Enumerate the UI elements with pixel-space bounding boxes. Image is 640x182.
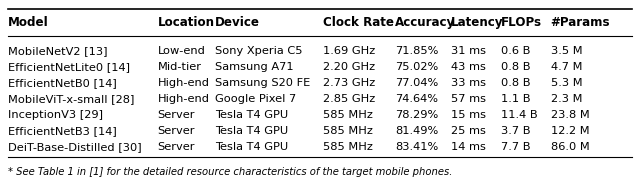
Text: 14 ms: 14 ms: [451, 143, 486, 153]
Text: 1.1 B: 1.1 B: [501, 94, 531, 104]
Text: 74.64%: 74.64%: [395, 94, 438, 104]
Text: Sony Xperia C5: Sony Xperia C5: [215, 46, 302, 56]
Text: 77.04%: 77.04%: [395, 78, 438, 88]
Text: 0.6 B: 0.6 B: [501, 46, 531, 56]
Text: FLOPs: FLOPs: [501, 16, 542, 29]
Text: Google Pixel 7: Google Pixel 7: [215, 94, 296, 104]
Text: Server: Server: [157, 110, 195, 120]
Text: EfficientNetB0 [14]: EfficientNetB0 [14]: [8, 78, 116, 88]
Text: 12.2 M: 12.2 M: [550, 126, 589, 136]
Text: MobileNetV2 [13]: MobileNetV2 [13]: [8, 46, 108, 56]
Text: 3.7 B: 3.7 B: [501, 126, 531, 136]
Text: DeiT-Base-Distilled [30]: DeiT-Base-Distilled [30]: [8, 143, 141, 153]
Text: InceptionV3 [29]: InceptionV3 [29]: [8, 110, 103, 120]
Text: Tesla T4 GPU: Tesla T4 GPU: [215, 126, 288, 136]
Text: 43 ms: 43 ms: [451, 62, 486, 72]
Text: 7.7 B: 7.7 B: [501, 143, 531, 153]
Text: Accuracy: Accuracy: [395, 16, 456, 29]
Text: EfficientNetLite0 [14]: EfficientNetLite0 [14]: [8, 62, 130, 72]
Text: Latency: Latency: [451, 16, 504, 29]
Text: 15 ms: 15 ms: [451, 110, 486, 120]
Text: 78.29%: 78.29%: [395, 110, 438, 120]
Text: 31 ms: 31 ms: [451, 46, 486, 56]
Text: 2.73 GHz: 2.73 GHz: [323, 78, 376, 88]
Text: 23.8 M: 23.8 M: [550, 110, 589, 120]
Text: Clock Rate: Clock Rate: [323, 16, 394, 29]
Text: Tesla T4 GPU: Tesla T4 GPU: [215, 110, 288, 120]
Text: 86.0 M: 86.0 M: [550, 143, 589, 153]
Text: 71.85%: 71.85%: [395, 46, 438, 56]
Text: #Params: #Params: [550, 16, 611, 29]
Text: Device: Device: [215, 16, 260, 29]
Text: 585 MHz: 585 MHz: [323, 110, 373, 120]
Text: EfficientNetB3 [14]: EfficientNetB3 [14]: [8, 126, 116, 136]
Text: 75.02%: 75.02%: [395, 62, 438, 72]
Text: 2.85 GHz: 2.85 GHz: [323, 94, 376, 104]
Text: 585 MHz: 585 MHz: [323, 143, 373, 153]
Text: Location: Location: [157, 16, 214, 29]
Text: Server: Server: [157, 143, 195, 153]
Text: 2.20 GHz: 2.20 GHz: [323, 62, 375, 72]
Text: 11.4 B: 11.4 B: [501, 110, 538, 120]
Text: High-end: High-end: [157, 94, 209, 104]
Text: 83.41%: 83.41%: [395, 143, 438, 153]
Text: 1.69 GHz: 1.69 GHz: [323, 46, 376, 56]
Text: 25 ms: 25 ms: [451, 126, 486, 136]
Text: 57 ms: 57 ms: [451, 94, 486, 104]
Text: High-end: High-end: [157, 78, 209, 88]
Text: 0.8 B: 0.8 B: [501, 62, 531, 72]
Text: MobileViT-x-small [28]: MobileViT-x-small [28]: [8, 94, 134, 104]
Text: Low-end: Low-end: [157, 46, 205, 56]
Text: Mid-tier: Mid-tier: [157, 62, 202, 72]
Text: 33 ms: 33 ms: [451, 78, 486, 88]
Text: 2.3 M: 2.3 M: [550, 94, 582, 104]
Text: * See Table 1 in [1] for the detailed resource characteristics of the target mob: * See Table 1 in [1] for the detailed re…: [8, 167, 452, 177]
Text: 0.8 B: 0.8 B: [501, 78, 531, 88]
Text: 81.49%: 81.49%: [395, 126, 438, 136]
Text: 3.5 M: 3.5 M: [550, 46, 582, 56]
Text: Server: Server: [157, 126, 195, 136]
Text: Model: Model: [8, 16, 49, 29]
Text: Tesla T4 GPU: Tesla T4 GPU: [215, 143, 288, 153]
Text: Samsung A71: Samsung A71: [215, 62, 294, 72]
Text: 4.7 M: 4.7 M: [550, 62, 582, 72]
Text: 5.3 M: 5.3 M: [550, 78, 582, 88]
Text: 585 MHz: 585 MHz: [323, 126, 373, 136]
Text: Samsung S20 FE: Samsung S20 FE: [215, 78, 310, 88]
